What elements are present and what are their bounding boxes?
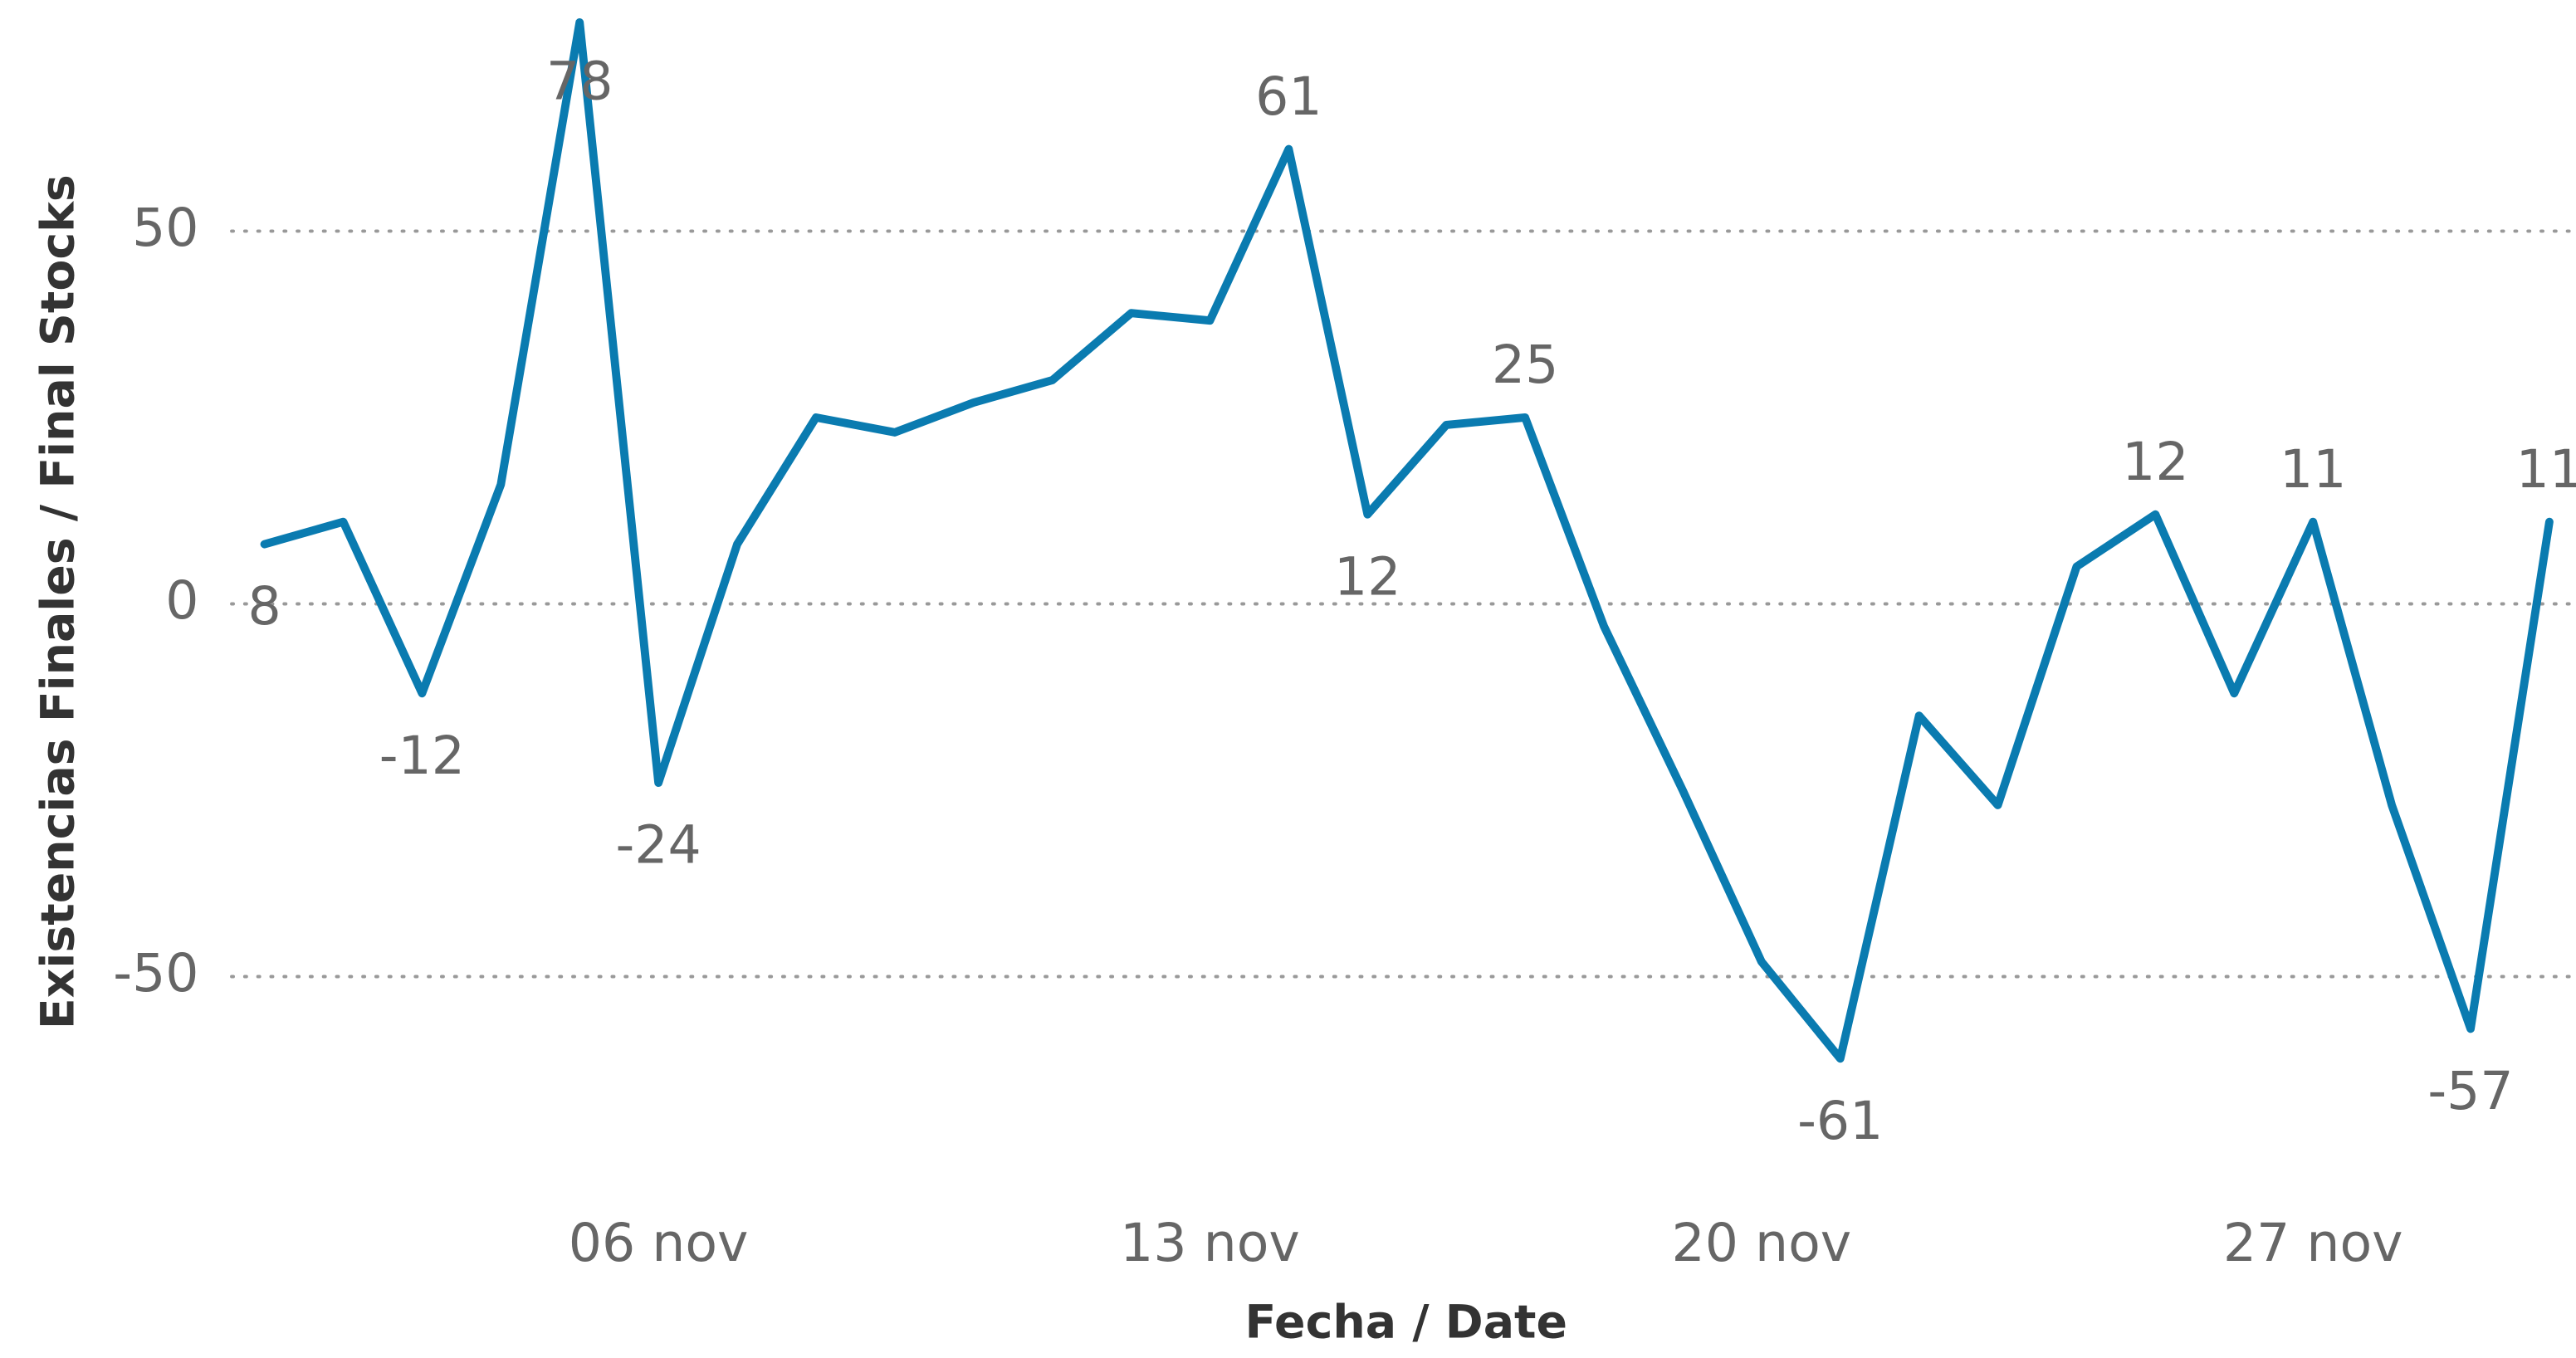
data-label: -61 — [1797, 1090, 1883, 1151]
data-label: 25 — [1492, 334, 1558, 395]
x-tick-label: 13 nov — [1120, 1212, 1300, 1273]
data-label: 8 — [247, 575, 281, 637]
data-label: -57 — [2427, 1060, 2513, 1121]
x-tick-label: 06 nov — [569, 1212, 749, 1273]
data-label: 11 — [2516, 438, 2576, 500]
x-tick-label: 20 nov — [1671, 1212, 1851, 1273]
y-tick-label: 50 — [132, 197, 198, 258]
data-label: 12 — [1334, 545, 1400, 607]
data-label: 61 — [1255, 66, 1322, 127]
x-tick-label: 27 nov — [2223, 1212, 2403, 1273]
data-label: 78 — [546, 51, 613, 112]
data-label: -24 — [615, 814, 701, 876]
x-axis-title: Fecha / Date — [1245, 1297, 1567, 1350]
y-tick-label: 0 — [165, 569, 198, 631]
y-axis-title: Existencias Finales / Final Stocks — [32, 174, 86, 1029]
line — [260, 18, 2554, 1063]
data-label: 12 — [2122, 431, 2188, 492]
data-label: 11 — [2280, 438, 2346, 500]
y-tick-label: -50 — [113, 942, 198, 1004]
data-label: -12 — [379, 725, 465, 786]
